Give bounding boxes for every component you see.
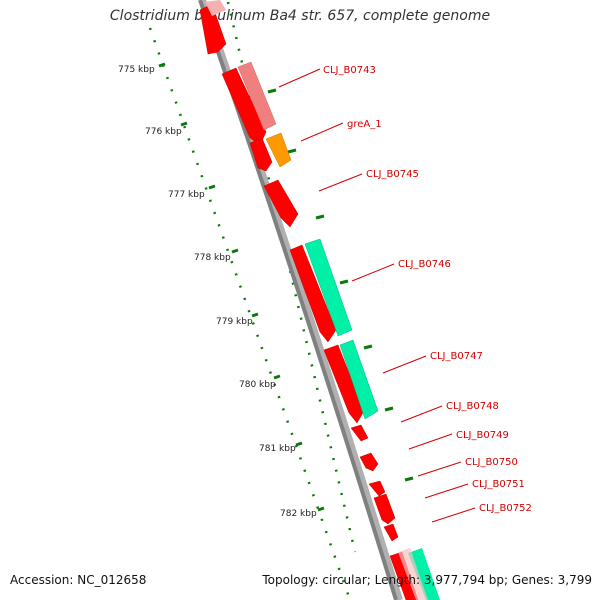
gene-reverse-6 bbox=[350, 424, 369, 442]
gene-label-CLJ_B0745: CLJ_B0745 bbox=[366, 169, 419, 180]
scale-label-780: 780 kbp bbox=[239, 380, 276, 390]
gene-forward-teal-2 bbox=[339, 339, 379, 420]
outer-major-ticks bbox=[267, 88, 414, 482]
gene-label-CLJ_B0747: CLJ_B0747 bbox=[430, 351, 483, 362]
gene-reverse-3 bbox=[263, 179, 299, 228]
inner-major-ticks bbox=[158, 62, 325, 512]
scale-label-775: 775 kbp bbox=[118, 65, 155, 75]
genome-summary-text: Topology: circular; Length: 3,977,794 bp… bbox=[262, 573, 592, 587]
gene-reverse-7 bbox=[359, 452, 379, 472]
gene-forward-teal-1 bbox=[304, 238, 353, 337]
gene-reverse-5 bbox=[323, 344, 365, 424]
gene-label-greA_1: greA_1 bbox=[347, 119, 382, 130]
gene-label-CLJ_B0743: CLJ_B0743 bbox=[323, 65, 376, 76]
scale-label-782: 782 kbp bbox=[280, 509, 317, 519]
gene-top-forward-pink bbox=[205, 0, 226, 16]
gene-forward-teal-bottom bbox=[408, 548, 440, 600]
scale-label-776: 776 kbp bbox=[145, 127, 182, 137]
gene-reverse-1 bbox=[221, 67, 267, 146]
gene-reverse-bottom bbox=[389, 551, 419, 600]
gene-label-CLJ_B0748: CLJ_B0748 bbox=[446, 401, 499, 412]
gene-reverse-10 bbox=[383, 523, 399, 542]
scale-label-779: 779 kbp bbox=[216, 317, 253, 327]
gene-label-CLJ_B0752: CLJ_B0752 bbox=[479, 503, 532, 514]
gene-label-CLJ_B0746: CLJ_B0746 bbox=[398, 259, 451, 270]
gene-reverse-9 bbox=[373, 493, 396, 525]
callout-lines bbox=[278, 68, 476, 523]
gene-label-CLJ_B0749: CLJ_B0749 bbox=[456, 430, 509, 441]
gene-forward-pink bbox=[237, 61, 277, 131]
gene-reverse-8 bbox=[368, 480, 386, 497]
accession-text: Accession: NC_012658 bbox=[10, 573, 147, 587]
scale-label-781: 781 kbp bbox=[259, 444, 296, 454]
genes-reverse bbox=[199, 3, 419, 600]
gene-label-CLJ_B0751: CLJ_B0751 bbox=[472, 479, 525, 490]
gene-forward-pink-bottom bbox=[398, 548, 428, 600]
scale-label-778: 778 kbp bbox=[194, 253, 231, 263]
gene-reverse-4 bbox=[289, 244, 337, 343]
gene-label-CLJ_B0750: CLJ_B0750 bbox=[465, 457, 518, 468]
gene-forward-orange bbox=[265, 132, 292, 168]
scale-label-777: 777 kbp bbox=[168, 190, 205, 200]
gene-reverse-2 bbox=[249, 137, 273, 172]
